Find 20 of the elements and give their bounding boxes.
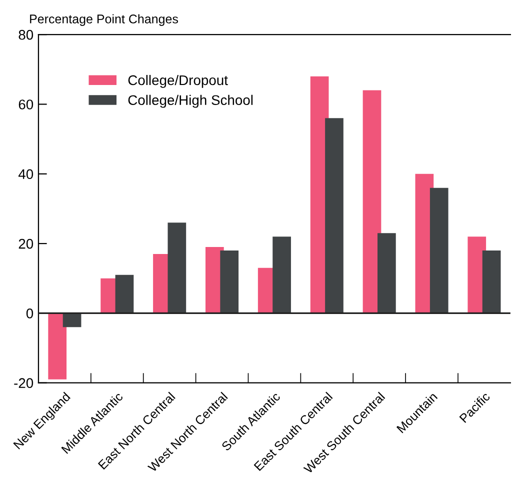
bar bbox=[168, 222, 186, 314]
bar bbox=[378, 233, 396, 314]
y-tick-label: 20 bbox=[18, 238, 34, 249]
bar bbox=[115, 274, 134, 314]
bar bbox=[325, 118, 344, 314]
legend-label: College/Dropout bbox=[128, 74, 228, 88]
y-tick-label: -20 bbox=[14, 378, 34, 388]
bar bbox=[362, 90, 382, 314]
bar bbox=[430, 188, 448, 314]
bar bbox=[62, 313, 82, 328]
legend-label: College/High School bbox=[128, 94, 253, 108]
bar bbox=[48, 313, 67, 380]
y-tick-label: 60 bbox=[18, 100, 34, 110]
bar bbox=[220, 250, 239, 314]
y-axis-title: Percentage Point Changes bbox=[30, 14, 178, 26]
y-tick-label: 0 bbox=[26, 308, 34, 318]
y-tick-label: 80 bbox=[18, 30, 34, 40]
y-tick-label: 40 bbox=[18, 169, 34, 180]
bar bbox=[482, 250, 501, 314]
bar bbox=[272, 236, 291, 314]
